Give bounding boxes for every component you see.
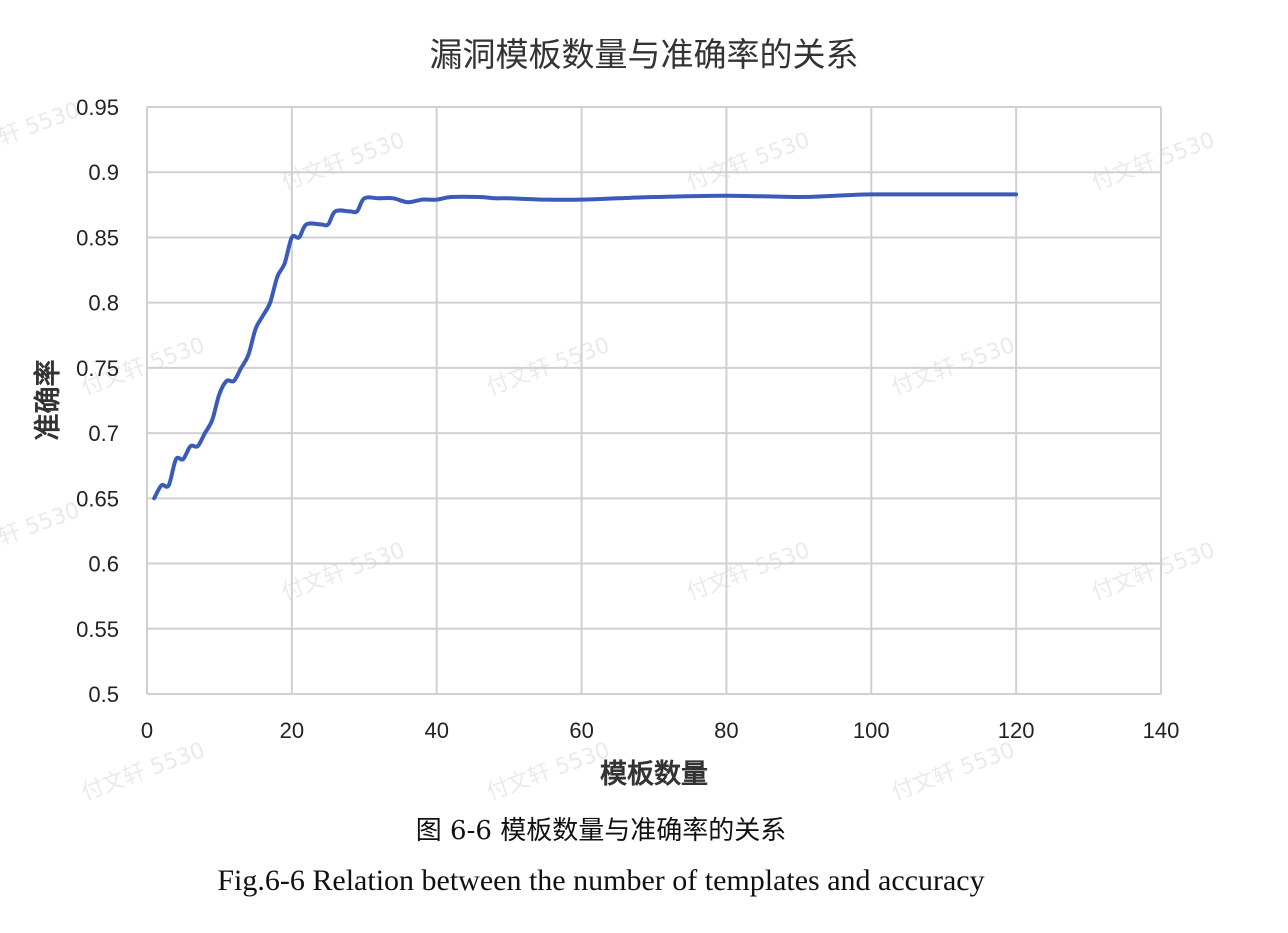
watermark-text: 付文轩 5530 [0,98,83,166]
watermark-text: 付文轩 5530 [684,538,814,606]
watermark-text: 付文轩 5530 [279,538,409,606]
watermark-text: 付文轩 5530 [0,498,83,566]
watermark-text: 付文轩 5530 [79,738,209,806]
y-tick-label: 0.95 [76,95,119,120]
y-tick-label: 0.9 [88,160,119,185]
watermark-text: 付文轩 5530 [484,333,614,401]
y-tick-label: 0.6 [88,552,119,577]
y-tick-label: 0.75 [76,356,119,381]
watermark-text: 付文轩 5530 [484,738,614,806]
x-tick-label: 60 [569,718,593,743]
watermark-text: 付文轩 5530 [889,333,1019,401]
watermark-text: 付文轩 5530 [1089,128,1219,196]
x-tick-label: 100 [853,718,890,743]
x-tick-label: 40 [424,718,448,743]
y-tick-label: 0.55 [76,617,119,642]
caption-english: Fig.6-6 Relation between the number of t… [217,864,984,897]
watermark-text: 付文轩 5530 [1089,538,1219,606]
y-axis-title: 准确率 [32,360,64,441]
y-tick-label: 0.5 [88,682,119,707]
x-axis-title: 模板数量 [600,759,708,790]
y-tick-labels: 0.5 0.55 0.6 0.65 0.7 0.75 0.8 0.85 0.9 0.95 [76,95,119,707]
x-tick-label: 80 [714,718,738,743]
watermark-text: 付文轩 5530 [889,738,1019,806]
x-tick-label: 140 [1143,718,1180,743]
x-tick-label: 120 [998,718,1035,743]
watermark-text: 付文轩 5530 [279,128,409,196]
chart-series [152,192,1019,501]
series-line-accuracy [152,192,1019,501]
y-tick-label: 0.65 [76,486,119,511]
x-tick-labels: 0 20 40 60 80 100 120 140 [141,718,1179,743]
watermark-layer: 付文轩 5530 付文轩 5530 付文轩 5530 付文轩 5530 付文轩 5530… [0,98,1218,806]
caption-chinese: 图 6-6 模板数量与准确率的关系 [416,816,786,846]
x-tick-label: 20 [280,718,304,743]
x-tick-label: 0 [141,718,153,743]
y-tick-label: 0.7 [88,421,119,446]
chart-grid [146,106,1162,695]
y-tick-label: 0.85 [76,225,119,250]
chart-title: 漏洞模板数量与准确率的关系 [430,35,859,74]
y-tick-label: 0.8 [88,291,119,316]
watermark-text: 付文轩 5530 [684,128,814,196]
